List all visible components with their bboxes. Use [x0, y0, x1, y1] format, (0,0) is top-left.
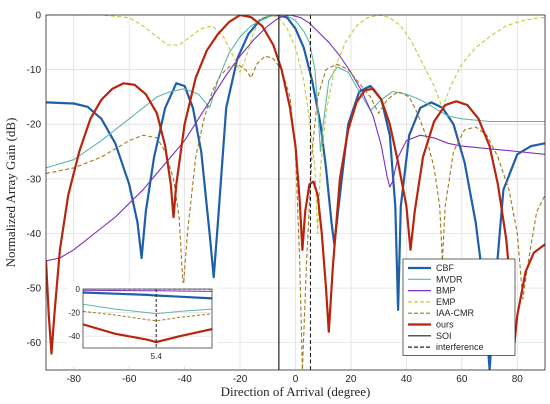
legend-label-mvdr: MVDR	[436, 274, 463, 284]
reference-lines	[278, 15, 312, 370]
x-tick-label: -60	[122, 374, 137, 385]
x-tick-label: 80	[512, 374, 524, 385]
inset-cbf-line	[83, 291, 212, 300]
legend-label-interference: interference	[436, 342, 484, 352]
y-tick-label: -40	[27, 229, 42, 240]
legend-label-cbf: CBF	[436, 263, 455, 273]
inset-ours-line	[83, 323, 212, 344]
x-tick-label: 20	[345, 374, 357, 385]
plot-frame	[45, 14, 546, 371]
x-tick-label: 40	[401, 374, 413, 385]
legend-label-soi: SOI	[436, 331, 452, 341]
x-tick-label: -20	[233, 374, 248, 385]
legend-label-iaa-cmr: IAA-CMR	[436, 308, 475, 318]
series-ours-line	[46, 15, 545, 355]
x-tick-label: -80	[66, 374, 81, 385]
inset-y-tick-label: 0	[76, 285, 81, 294]
series-bmp-line	[46, 15, 545, 262]
y-tick-label: -50	[27, 284, 42, 295]
series-emp-line	[46, 15, 545, 235]
x-axis-label: Direction of Arrival (degree)	[221, 384, 371, 399]
legend-box	[402, 258, 516, 356]
inset-frame	[82, 288, 213, 349]
inset-bmp-line	[83, 289, 212, 292]
axis-ticks: -80 -60 -40 -20 0 20 40 60 80 0 -10 -20 -30 -40 -50 -60	[27, 11, 524, 386]
inset-mvdr-line	[83, 303, 212, 315]
inset-y-tick-label: -20	[68, 309, 80, 318]
x-tick-label: 0	[293, 374, 299, 385]
x-tick-label: 60	[456, 374, 468, 385]
legend-label-bmp: BMP	[436, 286, 456, 296]
y-tick-label: -30	[27, 174, 42, 185]
y-tick-label: -60	[27, 338, 42, 349]
series-mvdr-line	[46, 15, 545, 169]
series-layer	[46, 15, 545, 370]
zoom-inset: 0 -20 -40 5.4	[67, 283, 218, 366]
y-tick-label: 0	[35, 11, 41, 22]
x-tick-label: -40	[177, 374, 192, 385]
inset-y-tick-label: -40	[68, 332, 80, 341]
series-cbf-line	[46, 15, 545, 370]
inset-iaa-cmr-line	[83, 310, 212, 322]
y-tick-label: -20	[27, 120, 42, 131]
inset-x-tick-label: 5.4	[151, 352, 163, 361]
legend-label-ours: ours	[436, 320, 454, 330]
inset-series	[83, 289, 212, 344]
legend-label-emp: EMP	[436, 297, 456, 307]
y-axis-label: Normalized Array Gain (dB)	[3, 118, 18, 268]
y-tick-label: -10	[27, 65, 42, 76]
